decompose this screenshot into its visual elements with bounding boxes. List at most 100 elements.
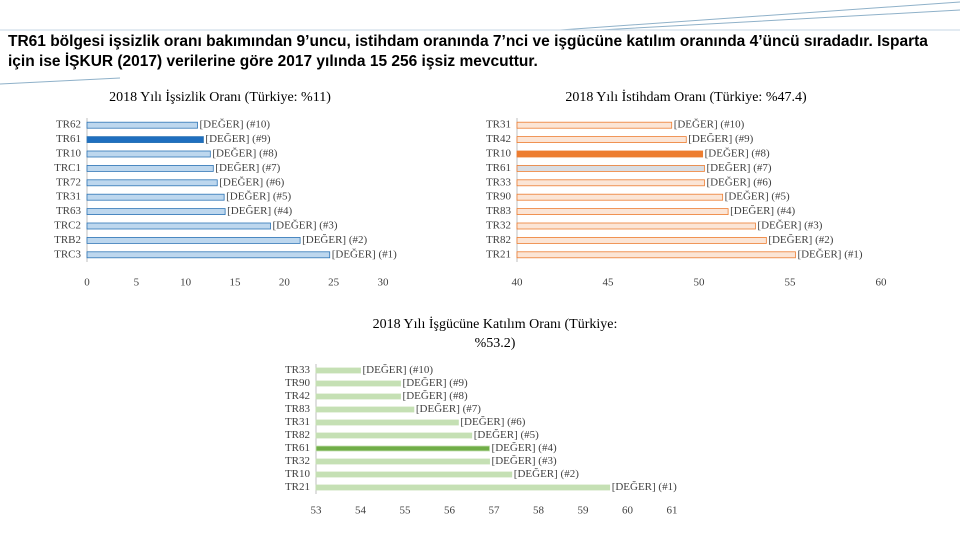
x-tick-label: 61: [667, 505, 678, 517]
x-tick-label: 10: [180, 277, 192, 289]
y-tick-label: TR31: [486, 119, 511, 131]
data-label: [DEĞER] (#9): [403, 377, 468, 389]
data-label: [DEĞER] (#1): [612, 481, 677, 493]
data-label: [DEĞER] (#7): [215, 162, 280, 174]
bar: [86, 150, 211, 158]
chart-title: 2018 Yılı İstihdam Oranı (Türkiye: %47.4…: [565, 89, 807, 105]
data-label: [DEĞER] (#3): [492, 455, 557, 467]
bar: [315, 393, 401, 400]
bar: [516, 121, 673, 129]
y-tick-label: TRC3: [54, 248, 81, 260]
bar: [86, 222, 271, 230]
data-label: [DEĞER] (#2): [514, 468, 579, 480]
bar: [86, 164, 214, 172]
x-tick-label: 59: [578, 505, 590, 517]
y-tick-label: TRC1: [54, 162, 81, 174]
bar: [516, 150, 704, 158]
bar: [315, 445, 490, 452]
data-label: [DEĞER] (#5): [474, 429, 539, 441]
bar: [516, 136, 687, 144]
x-tick-label: 50: [694, 277, 706, 289]
bar: [315, 406, 415, 413]
data-label: [DEĞER] (#6): [219, 176, 284, 188]
y-tick-label: TR31: [285, 416, 310, 428]
y-tick-label: TR82: [486, 234, 511, 246]
y-tick-label: TR32: [285, 455, 310, 467]
data-label: [DEĞER] (#8): [705, 148, 770, 160]
y-tick-label: TR83: [285, 403, 311, 415]
y-tick-label: TR90: [285, 377, 311, 389]
data-label: [DEĞER] (#6): [706, 176, 771, 188]
y-tick-label: TRB2: [54, 234, 81, 246]
data-label: [DEĞER] (#4): [227, 205, 292, 217]
y-tick-label: TR82: [285, 429, 310, 441]
x-tick-label: 30: [378, 277, 390, 289]
data-label: [DEĞER] (#10): [200, 119, 271, 131]
data-label: [DEĞER] (#5): [725, 191, 790, 203]
bar: [516, 251, 796, 259]
bar: [516, 222, 756, 230]
y-tick-label: TRC2: [54, 220, 81, 232]
data-label: [DEĞER] (#6): [460, 416, 525, 428]
y-tick-label: TR33: [285, 364, 311, 376]
bar: [86, 121, 198, 129]
bar: [86, 251, 331, 259]
x-tick-label: 55: [785, 277, 797, 289]
header-title: TR61 bölgesi işsizlik oranı bakımından 9…: [8, 33, 928, 70]
y-tick-label: TR61: [285, 442, 310, 454]
y-tick-label: TR90: [486, 191, 512, 203]
y-tick-label: TR42: [486, 133, 511, 145]
bar: [315, 380, 401, 387]
bar: [315, 419, 459, 426]
bar: [315, 458, 490, 465]
y-tick-label: TR33: [486, 176, 512, 188]
data-label: [DEĞER] (#1): [797, 248, 862, 260]
x-tick-label: 45: [603, 277, 615, 289]
x-tick-label: 15: [230, 277, 242, 289]
bar: [516, 236, 767, 244]
data-label: [DEĞER] (#8): [403, 390, 468, 402]
y-tick-label: TR63: [56, 205, 82, 217]
y-tick-label: TR10: [285, 468, 311, 480]
bar: [315, 471, 513, 478]
bar: [86, 236, 301, 244]
x-tick-label: 40: [512, 277, 524, 289]
y-tick-label: TR21: [285, 481, 310, 493]
x-tick-label: 20: [279, 277, 291, 289]
data-label: [DEĞER] (#7): [416, 403, 481, 415]
chart-title: 2018 Yılı İşgücüne Katılım Oranı (Türkiy…: [373, 316, 618, 351]
data-label: [DEĞER] (#9): [205, 133, 270, 145]
x-tick-label: 56: [444, 505, 456, 517]
x-tick-label: 60: [622, 505, 634, 517]
data-label: [DEĞER] (#3): [273, 220, 338, 232]
bar: [516, 179, 705, 187]
x-tick-label: 0: [84, 277, 90, 289]
x-tick-label: 58: [533, 505, 545, 517]
y-tick-label: TR10: [486, 148, 512, 160]
data-label: [DEĞER] (#1): [332, 248, 397, 260]
y-tick-label: TR61: [56, 133, 81, 145]
bar: [86, 179, 218, 187]
bar: [86, 208, 226, 216]
data-label: [DEĞER] (#3): [757, 220, 822, 232]
chart-title: 2018 Yılı İşsizlik Oranı (Türkiye: %11): [109, 89, 331, 105]
x-tick-label: 55: [400, 505, 412, 517]
x-tick-label: 53: [311, 505, 323, 517]
data-label: [DEĞER] (#7): [706, 162, 771, 174]
bar: [516, 208, 729, 216]
data-label: [DEĞER] (#9): [688, 133, 753, 145]
bar: [86, 193, 225, 201]
data-label: [DEĞER] (#10): [363, 364, 434, 376]
data-label: [DEĞER] (#4): [492, 442, 557, 454]
data-label: [DEĞER] (#10): [674, 119, 745, 131]
y-tick-label: TR10: [56, 148, 82, 160]
bar: [516, 164, 705, 172]
data-label: [DEĞER] (#2): [302, 234, 367, 246]
y-tick-label: TR21: [486, 248, 511, 260]
x-tick-label: 5: [134, 277, 140, 289]
data-label: [DEĞER] (#4): [730, 205, 795, 217]
y-tick-label: TR61: [486, 162, 511, 174]
y-tick-label: TR31: [56, 191, 81, 203]
